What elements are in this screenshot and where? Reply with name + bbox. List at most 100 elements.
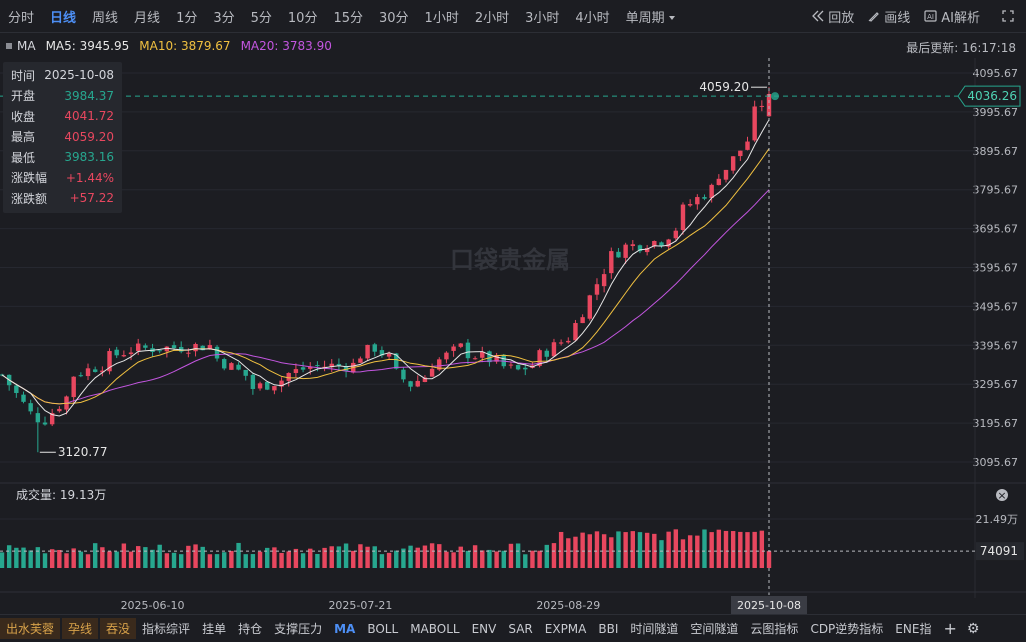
volume-bar[interactable] bbox=[580, 532, 585, 568]
candle-body[interactable] bbox=[508, 364, 514, 366]
candle-body[interactable] bbox=[49, 413, 55, 425]
volume-bar[interactable] bbox=[157, 544, 162, 568]
volume-bar[interactable] bbox=[164, 553, 170, 568]
volume-bar[interactable] bbox=[250, 554, 256, 568]
candle-body[interactable] bbox=[128, 352, 134, 355]
indicator-time-tunnel[interactable]: 时间隧道 bbox=[630, 622, 679, 636]
candle-body[interactable] bbox=[465, 342, 471, 359]
volume-bar[interactable] bbox=[0, 552, 5, 568]
volume-bar[interactable] bbox=[107, 551, 112, 568]
candle-body[interactable] bbox=[573, 323, 578, 341]
tab-timeshare[interactable]: 分时 bbox=[8, 10, 35, 26]
volume-bar[interactable] bbox=[150, 549, 155, 568]
candle-body[interactable] bbox=[730, 156, 736, 171]
volume-bar[interactable] bbox=[659, 540, 664, 568]
candle-body[interactable] bbox=[616, 251, 621, 258]
candle-body[interactable] bbox=[236, 364, 241, 370]
volume-bar[interactable] bbox=[229, 550, 234, 568]
volume-bar[interactable] bbox=[494, 551, 499, 568]
tab-monthly[interactable]: 月线 bbox=[134, 10, 161, 26]
candle-body[interactable] bbox=[437, 359, 442, 370]
candle-body[interactable] bbox=[558, 342, 564, 344]
volume-bar[interactable] bbox=[709, 532, 714, 568]
volume-bar[interactable] bbox=[738, 531, 743, 568]
volume-bar[interactable] bbox=[57, 549, 62, 568]
candle-body[interactable] bbox=[214, 346, 220, 359]
candle-body[interactable] bbox=[365, 344, 370, 359]
volume-bar[interactable] bbox=[465, 550, 471, 568]
draw-button[interactable]: 画线 bbox=[868, 7, 910, 26]
volume-bar[interactable] bbox=[458, 546, 463, 568]
tab-10min[interactable]: 10分 bbox=[287, 10, 318, 26]
volume-bar[interactable] bbox=[408, 545, 413, 568]
candle-body[interactable] bbox=[92, 369, 98, 372]
volume-bar[interactable] bbox=[609, 537, 614, 568]
volume-bar[interactable] bbox=[293, 548, 299, 568]
candle-body[interactable] bbox=[85, 368, 91, 377]
candle-body[interactable] bbox=[343, 365, 349, 372]
candle-body[interactable] bbox=[265, 381, 270, 390]
volume-bar[interactable] bbox=[222, 552, 227, 568]
volume-bar[interactable] bbox=[394, 550, 399, 568]
volume-bar[interactable] bbox=[114, 551, 119, 568]
volume-bar[interactable] bbox=[566, 538, 571, 568]
volume-bar[interactable] bbox=[515, 543, 521, 568]
candle-body[interactable] bbox=[243, 369, 248, 376]
indicator-positions[interactable]: 持仓 bbox=[238, 622, 263, 636]
pattern-chushui[interactable]: 出水芙蓉 bbox=[0, 618, 61, 639]
tab-15min[interactable]: 15分 bbox=[333, 10, 363, 26]
candle-body[interactable] bbox=[709, 184, 714, 199]
volume-bar[interactable] bbox=[730, 531, 736, 568]
candle-body[interactable] bbox=[766, 93, 772, 117]
volume-bar[interactable] bbox=[308, 548, 313, 568]
volume-bar[interactable] bbox=[135, 546, 141, 568]
indicator-sar[interactable]: SAR bbox=[508, 621, 533, 636]
candle-body[interactable] bbox=[135, 343, 141, 352]
candle-body[interactable] bbox=[659, 242, 664, 247]
candle-body[interactable] bbox=[480, 351, 485, 358]
candle-body[interactable] bbox=[551, 342, 557, 357]
candle-body[interactable] bbox=[171, 345, 177, 349]
tab-2hour[interactable]: 2小时 bbox=[474, 10, 510, 26]
volume-bar[interactable] bbox=[437, 544, 442, 568]
volume-bar[interactable] bbox=[243, 554, 248, 568]
volume-bar[interactable] bbox=[530, 550, 535, 568]
candle-body[interactable] bbox=[566, 340, 571, 343]
candle-body[interactable] bbox=[494, 355, 499, 362]
tab-weekly[interactable]: 周线 bbox=[92, 10, 119, 26]
tab-3hour[interactable]: 3小时 bbox=[525, 10, 560, 26]
volume-bar[interactable] bbox=[257, 551, 263, 568]
candle-body[interactable] bbox=[401, 369, 406, 380]
volume-bar[interactable] bbox=[372, 546, 377, 568]
candle-body[interactable] bbox=[472, 358, 478, 360]
volume-bar[interactable] bbox=[71, 548, 76, 568]
indicator-expma[interactable]: EXPMA bbox=[544, 621, 587, 636]
candle-body[interactable] bbox=[666, 239, 671, 247]
candle-body[interactable] bbox=[143, 345, 148, 348]
volume-bar[interactable] bbox=[286, 551, 291, 568]
candle-body[interactable] bbox=[279, 380, 284, 387]
indicator-space-tunnel[interactable]: 空间隧道 bbox=[690, 622, 739, 636]
volume-bar[interactable] bbox=[351, 550, 356, 568]
volume-bar[interactable] bbox=[766, 551, 772, 568]
candle-body[interactable] bbox=[630, 244, 636, 247]
volume-bar[interactable] bbox=[601, 534, 607, 568]
volume-bar[interactable] bbox=[666, 531, 671, 568]
volume-bar[interactable] bbox=[508, 543, 514, 568]
volume-bar[interactable] bbox=[236, 542, 241, 568]
candle-body[interactable] bbox=[42, 422, 48, 425]
volume-bar[interactable] bbox=[171, 552, 177, 568]
candle-body[interactable] bbox=[601, 274, 607, 287]
volume-bar[interactable] bbox=[623, 532, 628, 568]
candle-body[interactable] bbox=[286, 373, 291, 381]
candle-body[interactable] bbox=[250, 374, 256, 389]
volume-bar[interactable] bbox=[178, 554, 184, 568]
volume-bar[interactable] bbox=[193, 544, 198, 568]
candle-body[interactable] bbox=[716, 178, 722, 186]
volume-bar[interactable] bbox=[687, 535, 693, 568]
indicator-cdp[interactable]: CDP逆势指标 bbox=[810, 622, 884, 636]
pattern-yunxian[interactable]: 孕线 bbox=[62, 618, 99, 639]
volume-bar[interactable] bbox=[300, 553, 306, 568]
indicator-maboll[interactable]: MABOLL bbox=[410, 621, 460, 636]
candle-body[interactable] bbox=[315, 365, 320, 367]
